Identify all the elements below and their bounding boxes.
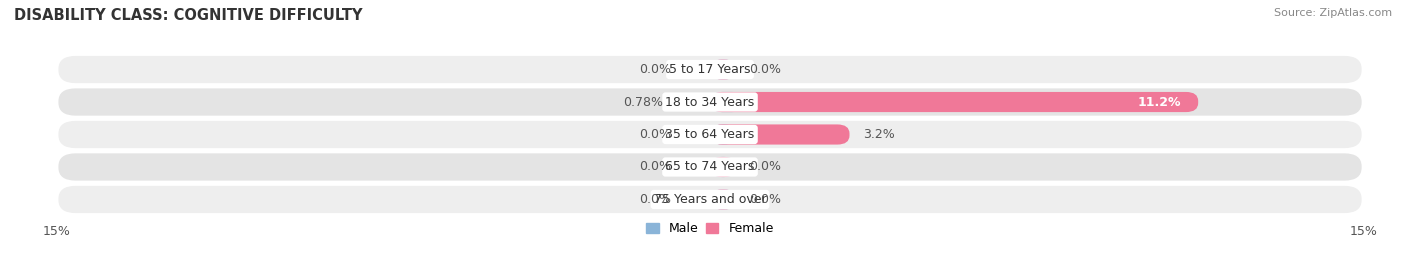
Text: 65 to 74 Years: 65 to 74 Years: [665, 161, 755, 174]
FancyBboxPatch shape: [710, 157, 737, 177]
Text: 75 Years and over: 75 Years and over: [654, 193, 766, 206]
FancyBboxPatch shape: [59, 121, 1361, 148]
Text: DISABILITY CLASS: COGNITIVE DIFFICULTY: DISABILITY CLASS: COGNITIVE DIFFICULTY: [14, 8, 363, 23]
FancyBboxPatch shape: [710, 189, 737, 210]
FancyBboxPatch shape: [59, 56, 1361, 83]
FancyBboxPatch shape: [59, 153, 1361, 180]
Legend: Male, Female: Male, Female: [641, 217, 779, 240]
Text: 5 to 17 Years: 5 to 17 Years: [669, 63, 751, 76]
FancyBboxPatch shape: [59, 186, 1361, 213]
FancyBboxPatch shape: [710, 157, 737, 177]
FancyBboxPatch shape: [710, 92, 1198, 112]
Text: 0.0%: 0.0%: [638, 128, 671, 141]
Text: 0.78%: 0.78%: [623, 95, 664, 108]
Text: 0.0%: 0.0%: [638, 193, 671, 206]
Text: 0.0%: 0.0%: [749, 193, 782, 206]
Text: 18 to 34 Years: 18 to 34 Years: [665, 95, 755, 108]
Text: 3.2%: 3.2%: [862, 128, 894, 141]
FancyBboxPatch shape: [710, 92, 744, 112]
FancyBboxPatch shape: [710, 125, 849, 144]
Text: 0.0%: 0.0%: [638, 161, 671, 174]
FancyBboxPatch shape: [710, 59, 737, 80]
Text: 0.0%: 0.0%: [749, 161, 782, 174]
Text: Source: ZipAtlas.com: Source: ZipAtlas.com: [1274, 8, 1392, 18]
Text: 0.0%: 0.0%: [638, 63, 671, 76]
FancyBboxPatch shape: [710, 189, 737, 210]
FancyBboxPatch shape: [59, 89, 1361, 116]
Text: 11.2%: 11.2%: [1137, 95, 1181, 108]
FancyBboxPatch shape: [710, 59, 737, 80]
FancyBboxPatch shape: [710, 125, 737, 144]
Text: 35 to 64 Years: 35 to 64 Years: [665, 128, 755, 141]
Text: 0.0%: 0.0%: [749, 63, 782, 76]
